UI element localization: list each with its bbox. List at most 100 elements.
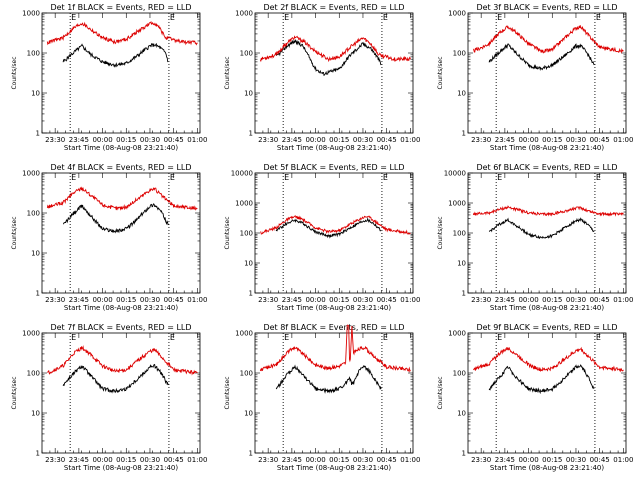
y-tick-label: 1000 — [235, 200, 253, 208]
x-tick-label: 00:30 — [140, 456, 160, 464]
lld-series-line — [260, 215, 411, 235]
y-tick-label: 10 — [457, 90, 466, 98]
event-marker-label: E — [284, 173, 289, 182]
chart-panel-3: Det 3f BLACK = Events, RED = LLD 1 10 100 10… — [437, 3, 633, 152]
event-marker-label: E — [71, 173, 76, 182]
x-tick-label: 23:45 — [282, 136, 302, 144]
event-marker-label: E — [170, 173, 175, 182]
x-tick-label: 23:30 — [471, 456, 491, 464]
chart-panel-6: Det 6f BLACK = Events, RED = LLD 1 10 100 10… — [437, 163, 633, 312]
y-tick-label: 100 — [27, 50, 40, 58]
x-tick-label: 01:00 — [613, 456, 633, 464]
x-axis-label: Start Time (08-Aug-08 23:21:40) — [277, 464, 391, 472]
x-axis-label: Start Time (08-Aug-08 23:21:40) — [490, 304, 604, 312]
y-tick-label: 1000 — [448, 200, 466, 208]
y-tick-label: 10 — [244, 90, 253, 98]
y-tick-label: 10000 — [444, 170, 466, 178]
x-tick-label: 00:45 — [377, 136, 397, 144]
x-tick-label: 23:45 — [282, 456, 302, 464]
y-tick-label: 1000 — [235, 330, 253, 338]
x-tick-label: 23:30 — [471, 296, 491, 304]
x-axis-label: Start Time (08-Aug-08 23:21:40) — [64, 464, 178, 472]
y-tick-label: 1 — [462, 450, 466, 458]
event-marker-label: E — [497, 13, 502, 22]
x-tick-label: 00:45 — [164, 456, 184, 464]
x-tick-label: 00:00 — [518, 456, 538, 464]
x-tick-label: 01:00 — [400, 136, 420, 144]
events-series-line — [63, 203, 169, 234]
lld-series-line — [259, 324, 411, 373]
event-marker-label: E — [596, 13, 601, 22]
x-tick-label: 00:15 — [329, 136, 349, 144]
chart-title: Det 5f BLACK = Events, RED = LLD — [263, 163, 404, 172]
plot-frame — [41, 12, 201, 134]
event-marker-label: E — [71, 13, 76, 22]
x-tick-label: 23:45 — [495, 456, 515, 464]
chart-panel-9: Det 9f BLACK = Events, RED = LLD 1 10 100 10… — [437, 323, 633, 472]
x-tick-label: 00:00 — [305, 456, 325, 464]
event-marker-label: E — [596, 333, 601, 342]
y-tick-label: 10 — [457, 410, 466, 418]
events-series-line — [488, 364, 595, 395]
chart-panel-7: Det 7f BLACK = Events, RED = LLD 1 10 100 10… — [11, 323, 207, 472]
x-tick-label: 00:15 — [116, 456, 136, 464]
y-tick-label: 1 — [36, 450, 40, 458]
y-tick-label: 1000 — [448, 330, 466, 338]
y-axis-label: Counts/sec — [437, 216, 444, 249]
x-tick-label: 23:45 — [495, 136, 515, 144]
x-tick-label: 00:45 — [377, 456, 397, 464]
y-tick-label: 100 — [240, 370, 253, 378]
x-tick-label: 23:30 — [258, 296, 278, 304]
x-tick-label: 00:00 — [518, 296, 538, 304]
x-tick-label: 00:30 — [140, 136, 160, 144]
y-tick-label: 10 — [457, 260, 466, 268]
event-marker-label: E — [284, 13, 289, 22]
plot-frame — [467, 332, 627, 454]
y-tick-label: 10 — [244, 410, 253, 418]
y-axis-label: Counts/sec — [224, 376, 231, 409]
events-series-line — [62, 363, 169, 394]
x-axis-label: Start Time (08-Aug-08 23:21:40) — [490, 464, 604, 472]
event-marker-label: E — [383, 333, 388, 342]
x-tick-label: 00:45 — [590, 296, 610, 304]
x-tick-label: 00:45 — [590, 136, 610, 144]
y-tick-label: 1 — [36, 290, 40, 298]
y-axis-label: Counts/sec — [224, 216, 231, 249]
y-tick-label: 1 — [462, 290, 466, 298]
chart-panel-8: Det 8f BLACK = Events, RED = LLD 1 10 100 10… — [224, 323, 420, 472]
x-tick-label: 01:00 — [613, 136, 633, 144]
x-tick-label: 23:45 — [69, 136, 89, 144]
y-tick-label: 100 — [240, 50, 253, 58]
y-tick-label: 1 — [249, 450, 253, 458]
y-tick-label: 100 — [453, 370, 466, 378]
y-tick-label: 100 — [453, 50, 466, 58]
x-tick-label: 01:00 — [187, 296, 207, 304]
y-tick-label: 10000 — [231, 170, 253, 178]
x-tick-label: 00:30 — [566, 296, 586, 304]
y-tick-label: 10 — [31, 250, 40, 258]
x-tick-label: 00:00 — [92, 296, 112, 304]
y-tick-label: 100 — [27, 210, 40, 218]
x-tick-label: 00:15 — [116, 136, 136, 144]
x-tick-label: 00:00 — [518, 136, 538, 144]
chart-title: Det 6f BLACK = Events, RED = LLD — [476, 163, 617, 172]
chart-panel-1: Det 1f BLACK = Events, RED = LLD 1 10 100 10… — [11, 3, 207, 152]
y-tick-label: 10 — [31, 410, 40, 418]
x-tick-label: 01:00 — [187, 136, 207, 144]
x-tick-label: 23:45 — [69, 456, 89, 464]
event-marker-label: E — [71, 333, 76, 342]
y-tick-label: 100 — [453, 230, 466, 238]
x-tick-label: 00:45 — [590, 456, 610, 464]
y-tick-label: 1 — [249, 290, 253, 298]
x-tick-label: 00:30 — [353, 296, 373, 304]
lld-series-line — [472, 205, 624, 217]
events-series-line — [62, 42, 169, 68]
y-axis-label: Counts/sec — [224, 56, 231, 89]
x-tick-label: 00:15 — [542, 136, 562, 144]
x-tick-label: 00:45 — [164, 136, 184, 144]
x-tick-label: 01:00 — [613, 296, 633, 304]
chart-title: Det 2f BLACK = Events, RED = LLD — [263, 3, 404, 12]
event-marker-label: E — [383, 173, 388, 182]
x-tick-label: 23:30 — [471, 136, 491, 144]
x-tick-label: 23:45 — [69, 296, 89, 304]
